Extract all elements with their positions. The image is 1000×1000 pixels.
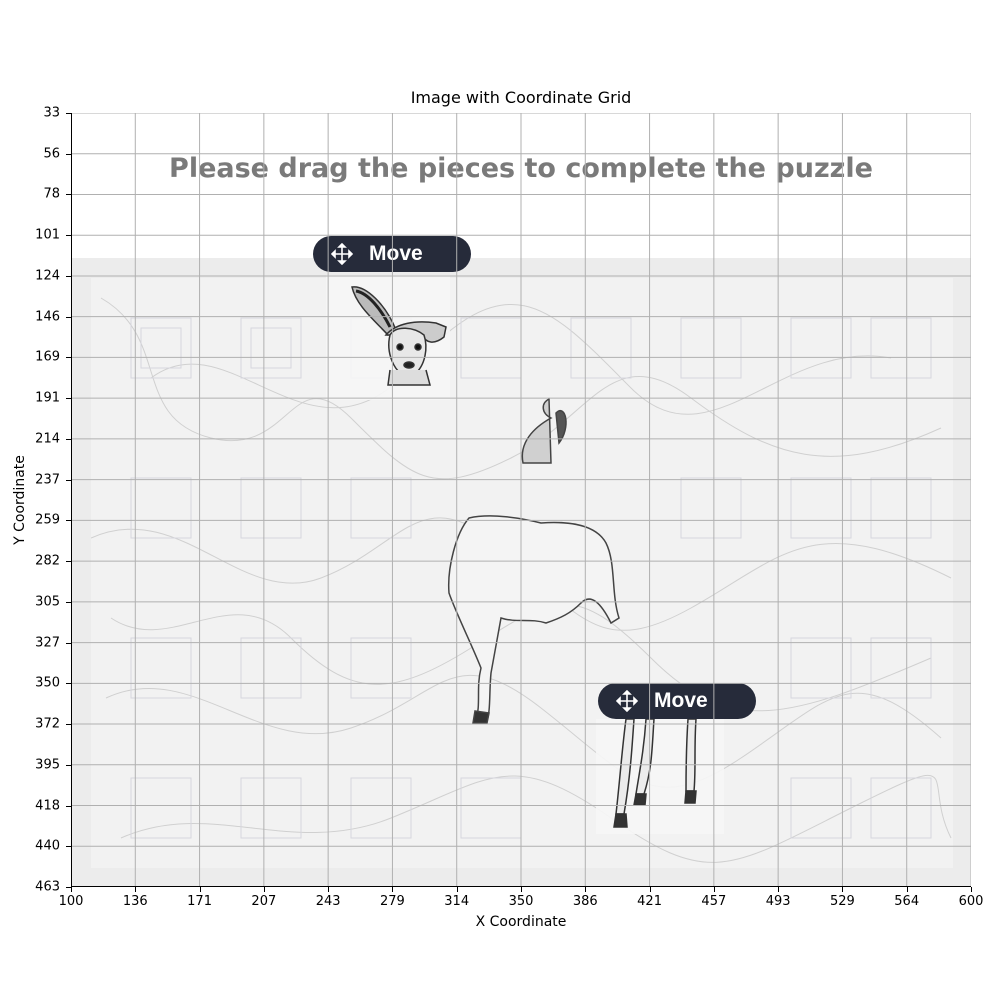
y-tick-label: 463 xyxy=(35,879,60,895)
y-tick-mark xyxy=(66,805,71,807)
y-tick-label: 418 xyxy=(35,798,60,814)
move-arrows-icon xyxy=(331,243,353,265)
y-tick-label: 169 xyxy=(35,349,60,365)
y-tick-mark xyxy=(66,520,71,522)
x-tick-label: 529 xyxy=(830,894,855,909)
y-tick-label: 327 xyxy=(35,635,60,651)
x-tick-mark xyxy=(328,887,330,892)
y-tick-label: 282 xyxy=(35,553,60,569)
y-tick-mark xyxy=(66,398,71,400)
x-tick-mark xyxy=(263,887,265,892)
x-tick-mark xyxy=(135,887,137,892)
y-tick-mark xyxy=(66,683,71,685)
y-tick-label: 101 xyxy=(35,227,60,243)
x-tick-label: 386 xyxy=(572,894,598,909)
x-tick-mark xyxy=(649,887,651,892)
y-tick-mark xyxy=(66,316,71,318)
y-tick-mark xyxy=(66,724,71,726)
x-tick-mark xyxy=(778,887,780,892)
x-tick-label: 100 xyxy=(58,894,84,909)
y-tick-mark xyxy=(66,561,71,563)
y-tick-label: 350 xyxy=(35,675,60,691)
captcha-canvas xyxy=(91,278,953,868)
y-tick-label: 259 xyxy=(35,512,60,528)
y-tick-label: 372 xyxy=(35,716,60,732)
y-tick-mark xyxy=(66,153,71,155)
x-tick-label: 600 xyxy=(958,894,984,909)
x-tick-label: 279 xyxy=(380,894,405,909)
y-tick-label: 237 xyxy=(35,472,60,488)
x-tick-label: 243 xyxy=(315,894,341,909)
x-tick-label: 421 xyxy=(637,894,662,909)
puzzle-piece-head[interactable] xyxy=(326,275,450,400)
y-tick-mark xyxy=(66,887,71,888)
y-tick-mark xyxy=(66,846,71,848)
y-tick-label: 191 xyxy=(35,390,60,406)
instruction-text: Please drag the pieces to complete the p… xyxy=(169,153,873,184)
puzzle-piece-legs[interactable] xyxy=(596,718,724,834)
x-tick-mark xyxy=(713,887,715,892)
scribble-pattern xyxy=(91,297,952,863)
x-tick-label: 207 xyxy=(251,894,277,909)
y-tick-label: 214 xyxy=(35,431,60,447)
y-tick-label: 440 xyxy=(35,838,60,854)
y-tick-mark xyxy=(66,194,71,196)
y-tick-label: 305 xyxy=(35,594,60,610)
y-tick-label: 78 xyxy=(43,186,60,202)
y-tick-label: 395 xyxy=(35,757,60,773)
x-tick-label: 171 xyxy=(187,894,212,909)
x-tick-label: 314 xyxy=(444,894,470,909)
move-arrows-icon xyxy=(616,690,638,712)
move-button-head[interactable]: Move xyxy=(313,236,471,272)
y-tick-mark xyxy=(66,357,71,359)
plot-area: Please drag the pieces to complete the p… xyxy=(71,113,971,887)
move-button-label: Move xyxy=(369,242,423,265)
y-tick-label: 56 xyxy=(43,146,60,162)
y-tick-mark xyxy=(66,235,71,237)
x-tick-mark xyxy=(71,887,72,892)
y-tick-label: 124 xyxy=(35,268,60,284)
y-tick-label: 33 xyxy=(43,105,60,121)
deer-legs-icon xyxy=(613,718,697,828)
y-axis-label: Y Coordinate xyxy=(12,455,28,545)
figure-title: Image with Coordinate Grid xyxy=(410,88,632,107)
move-button-legs[interactable]: Move xyxy=(598,683,756,719)
x-tick-mark xyxy=(521,887,522,892)
y-tick-mark xyxy=(66,438,71,440)
x-tick-label: 564 xyxy=(894,894,920,909)
x-tick-mark xyxy=(842,887,844,892)
y-tick-mark xyxy=(66,113,71,114)
y-tick-mark xyxy=(66,642,71,644)
x-axis-label: X Coordinate xyxy=(475,914,567,930)
x-tick-mark xyxy=(906,887,908,892)
y-tick-mark xyxy=(66,275,71,277)
move-button-label: Move xyxy=(654,689,708,712)
x-tick-mark xyxy=(456,887,458,892)
x-tick-mark xyxy=(392,887,394,892)
x-tick-mark xyxy=(585,887,587,892)
x-tick-label: 457 xyxy=(701,894,727,909)
x-tick-mark xyxy=(199,887,201,892)
x-tick-mark xyxy=(971,887,972,892)
y-tick-label: 146 xyxy=(35,309,60,325)
x-tick-label: 350 xyxy=(508,894,534,909)
y-tick-mark xyxy=(66,601,71,603)
y-tick-mark xyxy=(66,479,71,481)
x-tick-label: 493 xyxy=(765,894,791,909)
deer-head-icon xyxy=(351,286,447,386)
x-tick-label: 136 xyxy=(122,894,148,909)
y-tick-mark xyxy=(66,764,71,766)
